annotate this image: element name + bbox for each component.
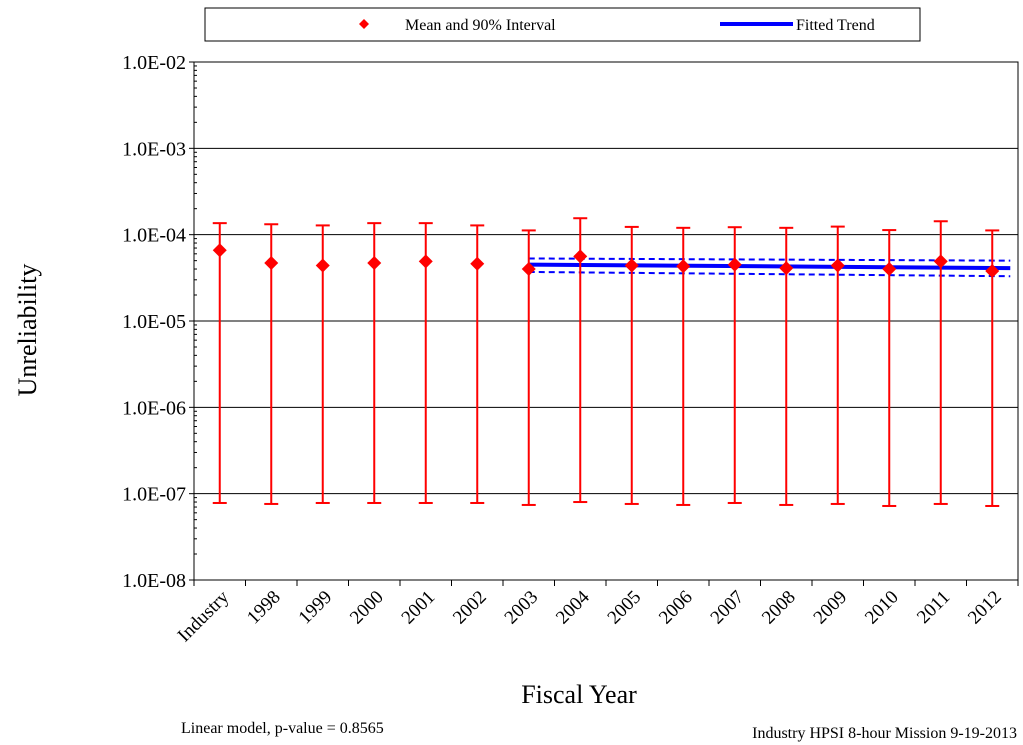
x-tick-label: 2002: [449, 587, 491, 629]
x-tick-label: Industry: [174, 586, 234, 646]
mean-point: [367, 255, 382, 270]
trend-line: [528, 262, 1011, 271]
y-axis: 1.0E-08 1.0E-07 1.0E-06 1.0E-05 1.0E-04 1.0E-…: [122, 52, 197, 592]
mean-point: [521, 262, 536, 277]
mean-point: [882, 262, 897, 277]
legend-box: [204, 7, 921, 42]
y-tick-label: 1.0E-05: [122, 311, 186, 333]
x-tick-label: 2012: [964, 587, 1006, 629]
x-tick-label: 1998: [243, 587, 285, 629]
mean-point: [727, 257, 742, 272]
trend-upper-band: [528, 257, 1011, 262]
legend: Mean and 90% Interval Fitted Trend: [204, 7, 921, 42]
x-tick-label: 2000: [346, 587, 388, 629]
y-tick-label: 1.0E-03: [122, 138, 186, 160]
x-tick-label: 1999: [295, 587, 337, 629]
y-tick-label: 1.0E-02: [122, 52, 186, 74]
x-tick-label: 2007: [707, 587, 749, 629]
mean-point: [676, 259, 691, 274]
y-tick-label: 1.0E-04: [122, 225, 186, 247]
y-tick-label: 1.0E-07: [122, 484, 186, 506]
mean-point: [315, 258, 330, 273]
x-tick-label: 2010: [861, 587, 903, 629]
mean-point: [264, 255, 279, 270]
y-tick-label: 1.0E-08: [122, 570, 186, 592]
mean-point: [212, 243, 227, 258]
mean-point: [830, 258, 845, 273]
legend-trend-label: Fitted Trend: [796, 17, 875, 34]
mean-point: [470, 256, 485, 271]
mean-point: [418, 254, 433, 269]
x-tick-label: 2011: [913, 587, 954, 628]
footnote-right: Industry HPSI 8-hour Mission 9-19-2013: [752, 725, 1017, 742]
mean-interval-series: [212, 217, 1000, 507]
x-tick-label: 2005: [604, 587, 646, 629]
mean-point: [933, 254, 948, 269]
y-axis-title: Unreliability: [13, 264, 42, 397]
legend-marker-diamond-icon: [359, 19, 369, 29]
fitted-trend: [528, 257, 1011, 278]
x-axis: Industry 1998 1999 2000 2001 2002 2003 2004 2005…: [174, 580, 1019, 646]
x-axis-title: Fiscal Year: [521, 680, 637, 709]
mean-point: [624, 258, 639, 273]
mean-point: [573, 249, 588, 264]
x-tick-label: 2001: [398, 587, 440, 629]
footnote-left: Linear model, p-value = 0.8565: [181, 720, 384, 737]
mean-point: [985, 263, 1000, 278]
gridlines: [194, 147, 1018, 495]
x-tick-label: 2009: [810, 587, 852, 629]
x-tick-label: 2008: [758, 587, 800, 629]
mean-point: [779, 261, 794, 276]
y-tick-label: 1.0E-06: [122, 397, 186, 419]
trend-lower-band: [528, 270, 1011, 278]
legend-points-label: Mean and 90% Interval: [405, 17, 556, 34]
x-tick-label: 2003: [501, 587, 543, 629]
x-tick-label: 2006: [655, 587, 697, 629]
x-tick-label: 2004: [552, 586, 594, 628]
